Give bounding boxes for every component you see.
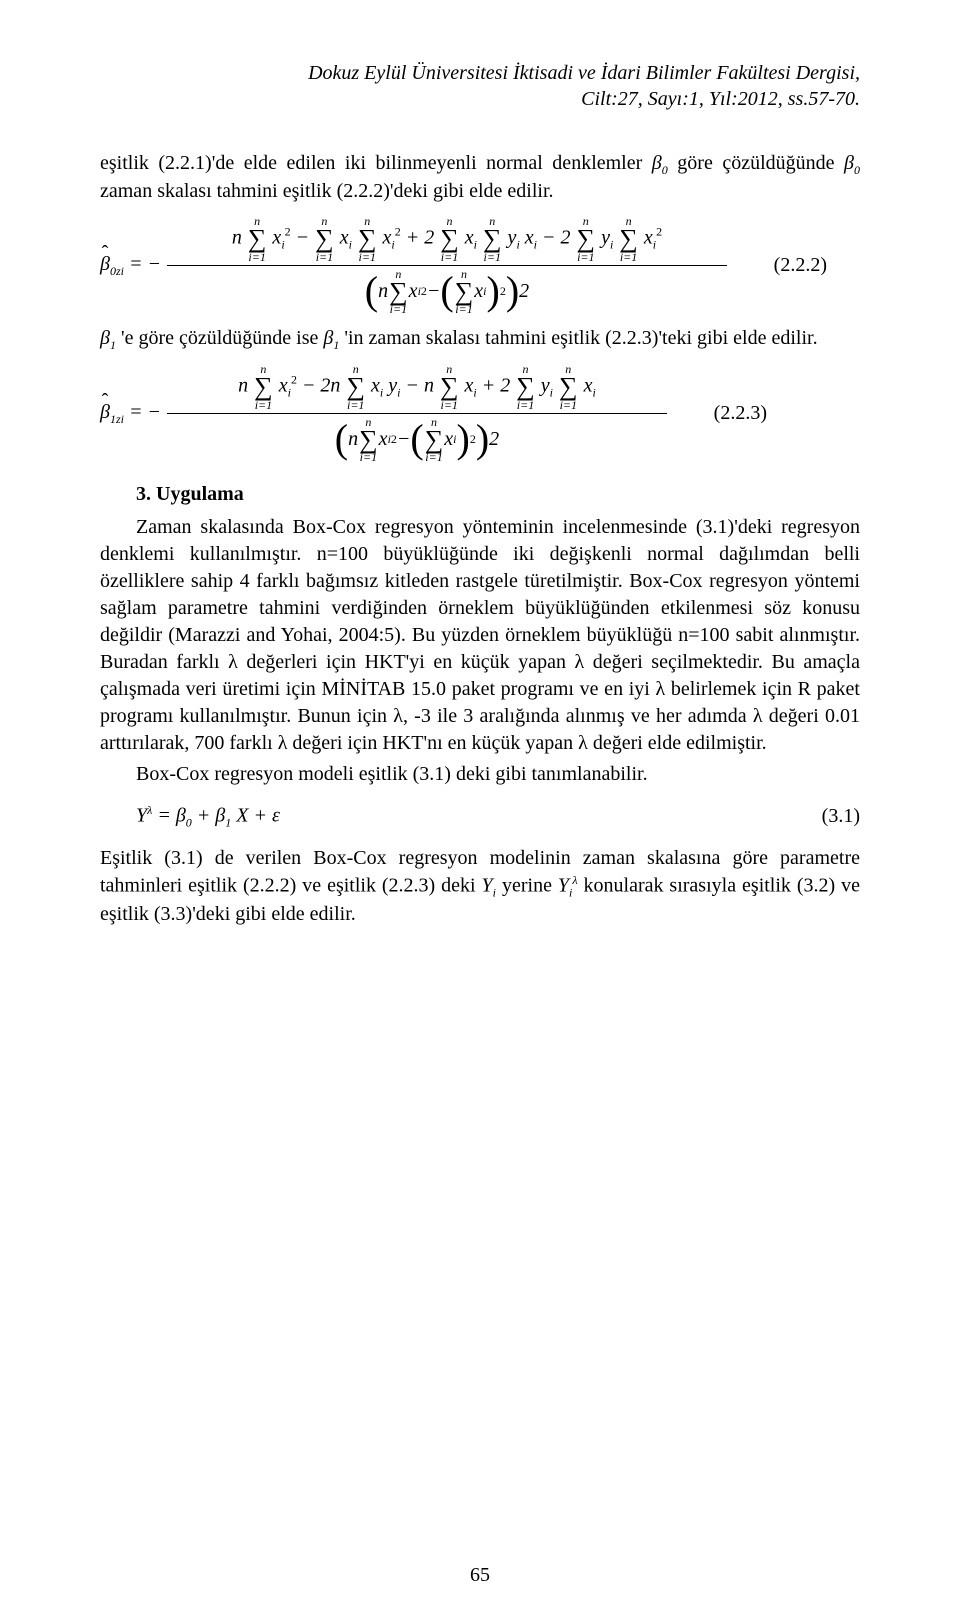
s5: n∑i=1 xyxy=(559,363,578,410)
equation-222: β0zi = − n n∑i=1 xi2 − n∑i=1 xi n∑i=1 xi… xyxy=(100,215,860,315)
eq222-label: (2.2.2) xyxy=(727,252,827,279)
eq222-bar xyxy=(167,265,727,266)
eq222-frac: n n∑i=1 xi2 − n∑i=1 xi n∑i=1 xi2 + 2 n∑i… xyxy=(167,215,727,315)
beta0-sym2: β xyxy=(844,152,854,174)
sum6: n∑i=1 xyxy=(577,215,596,262)
beta1-sym2: β xyxy=(323,327,333,349)
eq223-lhs: β1zi = − xyxy=(100,399,167,427)
equation-223: β1zi = − n n∑i=1 xi2 − 2n n∑i=1 xi yi − … xyxy=(100,363,860,463)
eq223-eqneg: = − xyxy=(129,401,161,423)
section-3-heading: 3. Uygulama xyxy=(100,481,860,508)
eq223-beta: β xyxy=(100,401,110,423)
eq222-beta: β xyxy=(100,253,110,275)
beta1-sym: β xyxy=(100,327,110,349)
p2-a: 'e göre çözüldüğünde ise xyxy=(121,327,323,349)
dsum1: n∑i=1 xyxy=(389,268,408,315)
p5-yi: Y xyxy=(482,874,493,896)
s1: n∑i=1 xyxy=(254,363,273,410)
journal-header: Dokuz Eylül Üniversitesi İktisadi ve İda… xyxy=(100,60,860,112)
p5-b: yerine xyxy=(502,874,558,896)
equation-31: Yλ = β0 + β1 X + ε (3.1) xyxy=(100,802,860,831)
eq223-frac: n n∑i=1 xi2 − 2n n∑i=1 xi yi − n n∑i=1 x… xyxy=(167,363,667,463)
p5-yi2-sup: λ xyxy=(572,873,577,887)
rp1: ) xyxy=(506,277,519,305)
s3: n∑i=1 xyxy=(440,363,459,410)
journal-line1: Dokuz Eylül Üniversitesi İktisadi ve İda… xyxy=(100,60,860,86)
s2: n∑i=1 xyxy=(346,363,365,410)
beta0-sub2: 0 xyxy=(854,163,860,177)
eq31-body: Yλ = β0 + β1 X + ε xyxy=(100,802,770,831)
paragraph-4: Box-Cox regresyon modeli eşitlik (3.1) d… xyxy=(100,761,860,788)
p2-b: 'in zaman skalası tahmini eşitlik (2.2.3… xyxy=(344,327,817,349)
eq222-sub: 0zi xyxy=(110,264,124,278)
s4: n∑i=1 xyxy=(516,363,535,410)
sum3: n∑i=1 xyxy=(358,215,377,262)
beta0-sub: 0 xyxy=(662,163,668,177)
eq222-den: ( n n∑i=1 xi2 − ( n∑i=1 xi )2 ) 2 xyxy=(167,268,727,315)
paragraph-2: β1 'e göre çözüldüğünde ise β1 'in zaman… xyxy=(100,325,860,353)
sum7: n∑i=1 xyxy=(619,215,638,262)
rp2: ) xyxy=(487,277,500,305)
eq222-lhs: β0zi = − xyxy=(100,251,167,279)
sum5: n∑i=1 xyxy=(483,215,502,262)
beta1-sub: 1 xyxy=(110,338,116,352)
eq223-sub: 1zi xyxy=(110,412,124,426)
journal-line2: Cilt:27, Sayı:1, Yıl:2012, ss.57-70. xyxy=(100,86,860,112)
eq223-num: n n∑i=1 xi2 − 2n n∑i=1 xi yi − n n∑i=1 x… xyxy=(167,363,667,410)
ds1: n∑i=1 xyxy=(359,416,378,463)
eq222-eqneg: = − xyxy=(129,253,161,275)
eq31-label: (3.1) xyxy=(770,803,860,830)
eq222-num: n n∑i=1 xi2 − n∑i=1 xi n∑i=1 xi2 + 2 n∑i… xyxy=(167,215,727,262)
p5-yi-sub: i xyxy=(493,885,496,899)
lp2: ( xyxy=(440,277,453,305)
p1-a: eşitlik (2.2.1)'de elde edilen iki bilin… xyxy=(100,152,652,174)
sum2: n∑i=1 xyxy=(315,215,334,262)
paragraph-1: eşitlik (2.2.1)'de elde edilen iki bilin… xyxy=(100,150,860,205)
dsum2: n∑i=1 xyxy=(455,268,474,315)
beta1-sub2: 1 xyxy=(333,338,339,352)
p1-c: zaman skalası tahmini eşitlik (2.2.2)'de… xyxy=(100,180,554,202)
paragraph-3: Zaman skalasında Box-Cox regresyon yönte… xyxy=(100,514,860,757)
sum1: n∑i=1 xyxy=(248,215,267,262)
page-number: 65 xyxy=(0,1562,960,1589)
nn1: n xyxy=(232,226,242,248)
ds2: n∑i=1 xyxy=(425,416,444,463)
paragraph-5: Eşitlik (3.1) de verilen Box-Cox regresy… xyxy=(100,845,860,928)
lp1: ( xyxy=(365,277,378,305)
sum4: n∑i=1 xyxy=(440,215,459,262)
beta0-sym: β xyxy=(652,152,662,174)
p5-yi2: Y xyxy=(558,874,569,896)
p5-yi2-sub: i xyxy=(569,885,572,899)
p1-b: göre çözüldüğünde xyxy=(677,152,844,174)
eq223-den: ( n n∑i=1 xi2 − ( n∑i=1 xi )2 ) 2 xyxy=(167,416,667,463)
eq223-bar xyxy=(167,413,667,414)
eq223-label: (2.2.3) xyxy=(667,400,767,427)
